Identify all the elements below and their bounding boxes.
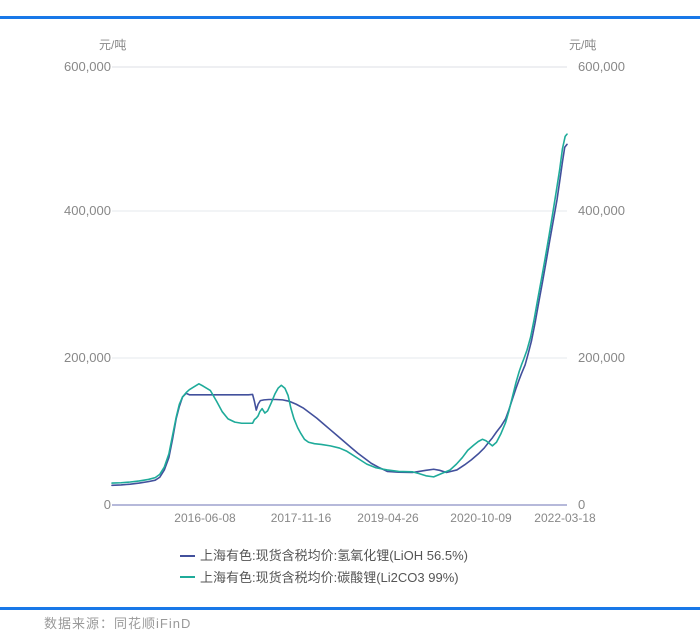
svg-text:200,000: 200,000 (578, 350, 625, 365)
svg-text:2016-06-08: 2016-06-08 (174, 511, 236, 525)
svg-text:400,000: 400,000 (64, 203, 111, 218)
svg-text:2020-10-09: 2020-10-09 (450, 511, 512, 525)
svg-text:0: 0 (104, 497, 111, 512)
svg-text:200,000: 200,000 (64, 350, 111, 365)
svg-text:0: 0 (578, 497, 585, 512)
svg-text:400,000: 400,000 (578, 203, 625, 218)
svg-text:2017-11-16: 2017-11-16 (271, 511, 332, 525)
svg-text:2019-04-26: 2019-04-26 (357, 511, 419, 525)
svg-text:600,000: 600,000 (64, 59, 111, 74)
svg-text:2022-03-18: 2022-03-18 (534, 511, 596, 525)
svg-text:600,000: 600,000 (578, 59, 625, 74)
